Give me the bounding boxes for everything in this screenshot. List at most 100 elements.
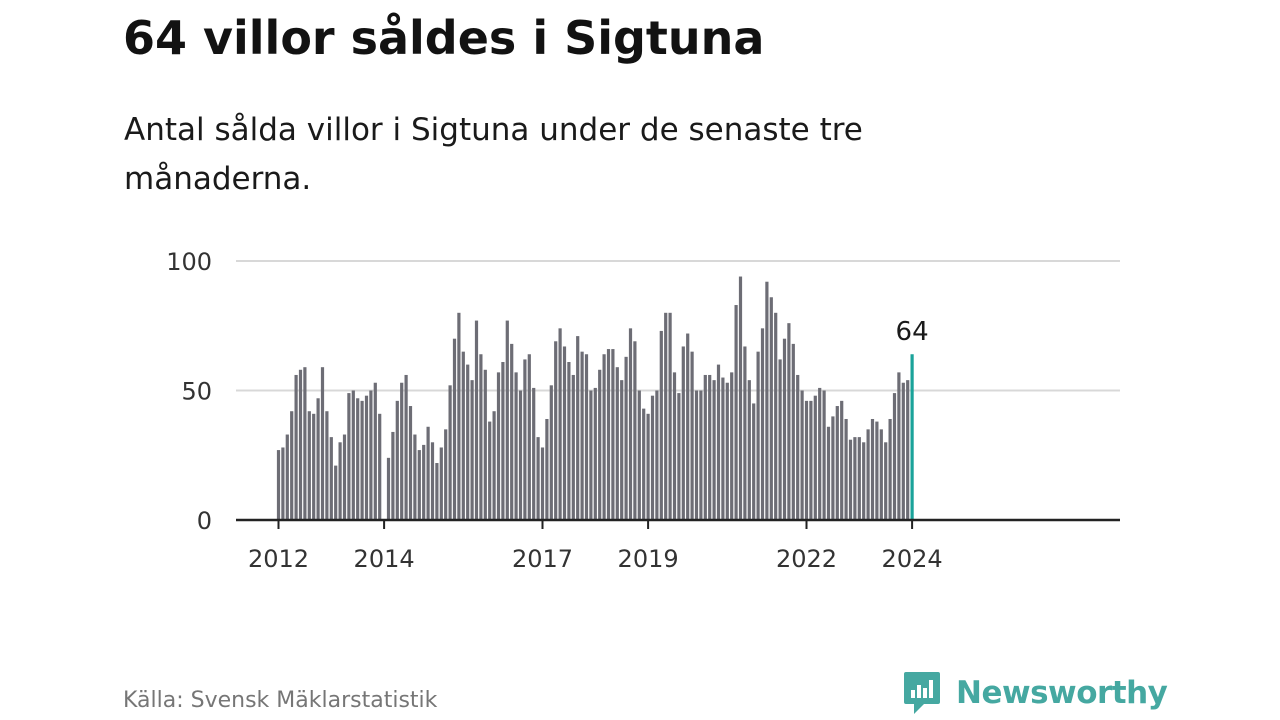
bar — [730, 372, 734, 520]
bar — [558, 328, 562, 520]
bar — [593, 387, 597, 520]
bar — [686, 333, 690, 520]
bar — [901, 382, 905, 520]
bar — [290, 411, 294, 520]
bar — [787, 323, 791, 520]
bar — [637, 390, 641, 520]
bar — [523, 359, 527, 520]
bar — [364, 395, 369, 520]
bar — [298, 369, 303, 520]
bar — [721, 377, 725, 520]
bar — [835, 406, 839, 520]
bar — [659, 330, 663, 520]
bar — [351, 390, 355, 520]
bar — [312, 413, 316, 520]
bar — [884, 442, 888, 520]
bar — [444, 429, 448, 520]
bar — [281, 447, 285, 520]
bar — [668, 312, 672, 520]
x-tick-label: 2022 — [776, 545, 837, 573]
bar — [738, 276, 743, 520]
source-credit: Källa: Svensk Mäklarstatistik — [123, 688, 438, 713]
bar — [510, 343, 514, 520]
bar — [857, 437, 861, 520]
bar — [708, 374, 712, 520]
bar — [694, 390, 699, 520]
bar — [611, 349, 615, 520]
bar — [452, 338, 457, 520]
bar — [699, 390, 703, 520]
bar — [329, 437, 333, 520]
bar — [325, 411, 329, 520]
highlight-value-label: 64 — [896, 317, 929, 347]
bar — [435, 463, 439, 520]
bar — [778, 359, 782, 520]
bar — [840, 400, 844, 520]
bar — [483, 369, 487, 520]
bar — [378, 413, 382, 520]
bar — [316, 398, 320, 520]
bar — [844, 418, 848, 520]
bar — [584, 354, 589, 520]
bar — [809, 400, 813, 520]
bar — [892, 393, 897, 520]
bar — [826, 426, 831, 520]
bar — [439, 447, 443, 520]
bar — [765, 281, 769, 520]
bar — [294, 374, 298, 520]
bar — [395, 400, 399, 520]
bar — [518, 390, 523, 520]
bar — [369, 390, 373, 520]
bar — [417, 450, 421, 520]
bar — [716, 364, 721, 520]
bar — [615, 367, 619, 520]
bar — [400, 382, 404, 520]
bar — [580, 351, 584, 520]
bar — [818, 387, 822, 520]
bar — [567, 362, 571, 520]
x-tick-label: 2019 — [618, 545, 679, 573]
x-tick-label: 2012 — [248, 545, 309, 573]
bar — [681, 346, 685, 520]
bars — [276, 276, 914, 520]
x-axis — [236, 518, 1120, 529]
bar — [527, 354, 531, 520]
grid-lines — [236, 260, 1120, 392]
bar — [360, 400, 364, 520]
bar — [831, 416, 835, 520]
bar — [540, 447, 545, 520]
bar — [655, 390, 659, 520]
bar — [650, 395, 655, 520]
bar — [470, 380, 474, 520]
bar — [822, 390, 826, 520]
bar — [466, 364, 470, 520]
bar — [426, 426, 430, 520]
bar — [606, 349, 611, 520]
bar — [598, 369, 602, 520]
x-tick-label: 2014 — [354, 545, 415, 573]
bar — [505, 320, 509, 520]
bar — [303, 367, 307, 520]
tick-labels: 0 50 100 2012 2014 2017 2019 2022 2024 64 — [166, 248, 942, 573]
y-tick-label: 100 — [166, 248, 212, 276]
bar — [642, 408, 646, 520]
bar — [536, 437, 540, 520]
bar — [628, 328, 633, 520]
bar — [879, 429, 883, 520]
bar — [413, 434, 417, 520]
newsworthy-logo[interactable]: Newsworthy — [902, 668, 1168, 718]
newsworthy-logo-icon — [904, 672, 940, 714]
bar — [672, 372, 677, 520]
bar — [769, 297, 773, 520]
bar — [866, 429, 870, 520]
bar — [734, 305, 738, 520]
bar — [774, 312, 778, 520]
bar — [448, 385, 452, 520]
bar — [496, 372, 501, 520]
bar — [664, 312, 668, 520]
bar — [853, 437, 857, 520]
bar — [813, 395, 817, 520]
bar — [782, 338, 787, 520]
bar — [576, 336, 580, 520]
bar — [752, 403, 756, 520]
